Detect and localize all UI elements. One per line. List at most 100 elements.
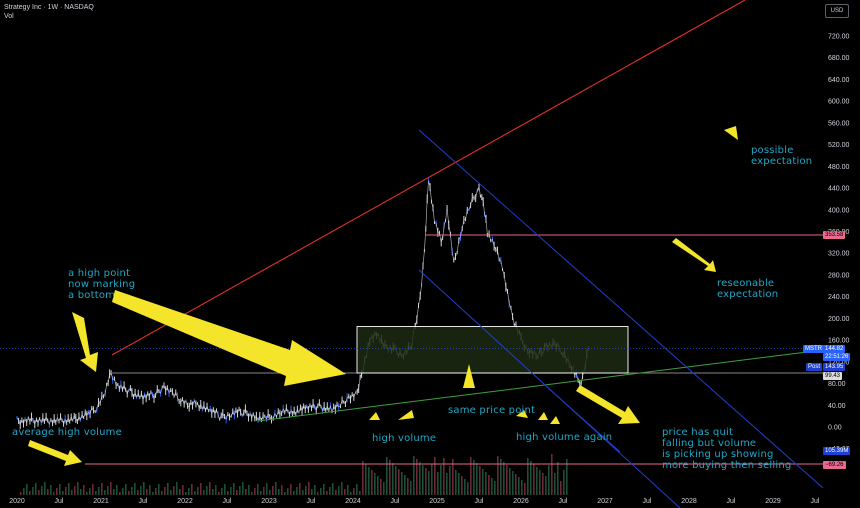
volume-bar xyxy=(215,485,217,495)
volume-bar xyxy=(347,485,349,495)
x-tick-label: Jul xyxy=(391,498,400,505)
volume-bar xyxy=(41,486,43,495)
volume-bar xyxy=(521,480,523,495)
currency-button[interactable]: USD xyxy=(825,4,849,18)
volume-bar xyxy=(71,490,73,495)
volume-bar xyxy=(380,479,382,495)
annotation-average-high-volume: average high volume xyxy=(12,427,122,438)
volume-bars xyxy=(20,454,568,495)
volume-bar xyxy=(359,491,361,495)
volume-bar xyxy=(491,478,493,495)
volume-bar xyxy=(503,462,505,495)
x-tick-label: Jul xyxy=(643,498,652,505)
volume-bar xyxy=(281,485,283,495)
volume-bar xyxy=(230,487,232,495)
chart-header: Strategy Inc · 1W · NASDAQ Vol xyxy=(4,3,94,21)
consolidation-box xyxy=(356,326,629,374)
volume-bar xyxy=(473,460,475,495)
x-tick-label: Jul xyxy=(559,498,568,505)
volume-bar xyxy=(506,465,508,495)
x-tick-label: 2026 xyxy=(513,498,529,505)
volume-bar xyxy=(227,491,229,495)
arrow-high-volume-again-2 xyxy=(538,412,548,420)
volume-bar xyxy=(398,469,400,495)
volume-bar xyxy=(386,457,388,495)
volume-bar xyxy=(404,475,406,495)
volume-bar xyxy=(284,492,286,495)
volume-bar xyxy=(557,462,559,495)
volume-bar xyxy=(209,482,211,495)
y-tick-label: 440.00 xyxy=(828,186,850,193)
volume-bar xyxy=(302,490,304,495)
y-tick-label: 280.00 xyxy=(828,272,850,279)
volume-bar xyxy=(122,488,124,495)
post-price-tag: 143.95 xyxy=(823,363,846,371)
volume-bar xyxy=(431,464,433,495)
x-tick-label: 2028 xyxy=(681,498,697,505)
volume-bar xyxy=(191,484,193,495)
x-tick-label: Jul xyxy=(727,498,736,505)
volume-bar xyxy=(536,467,538,495)
volume-bar xyxy=(389,460,391,495)
volume-indicator-label: Vol xyxy=(4,13,14,20)
x-tick-label: Jul xyxy=(811,498,820,505)
volume-bar xyxy=(263,487,265,495)
volume-bar xyxy=(128,491,130,495)
drawings xyxy=(0,0,824,508)
volume-bar xyxy=(224,484,226,495)
volume-bar xyxy=(374,473,376,495)
volume-bar xyxy=(29,491,31,495)
x-tick-label: 2021 xyxy=(93,498,109,505)
volume-bar xyxy=(476,463,478,495)
volume-bar xyxy=(89,488,91,495)
annotation-high-point: a high point now marking a bottom xyxy=(68,268,136,301)
volume-bar xyxy=(257,484,259,495)
volume-bar xyxy=(140,486,142,495)
y-tick-label: 0.00 xyxy=(828,425,842,432)
volume-bar xyxy=(395,466,397,495)
x-tick-label: 2027 xyxy=(597,498,613,505)
volume-bar xyxy=(485,472,487,495)
annotation-reasonable-expectation: reseonable expectation xyxy=(717,278,779,300)
post-label-tag: Post xyxy=(806,363,823,371)
volume-bar xyxy=(23,488,25,495)
price-series xyxy=(16,178,590,430)
volume-bar xyxy=(467,482,469,495)
arrow-high-volume-2 xyxy=(398,410,414,420)
volume-bar xyxy=(326,491,328,495)
y-tick-label: 80.00 xyxy=(828,381,846,388)
x-tick-label: 2023 xyxy=(261,498,277,505)
volume-bar xyxy=(35,483,37,495)
y-axis: 720.00 680.00 640.00 600.00 560.00 520.00 480.… xyxy=(828,34,850,454)
volume-bar xyxy=(371,470,373,495)
volume-bar xyxy=(320,488,322,495)
resistance-price-tag: 353.58 xyxy=(823,231,846,239)
volume-bar xyxy=(356,484,358,495)
volume-bar xyxy=(422,465,424,495)
volume-bar xyxy=(104,490,106,495)
volume-change-tag: −69.26 xyxy=(823,461,846,469)
volume-bar xyxy=(275,482,277,495)
volume-bar xyxy=(134,483,136,495)
volume-bar xyxy=(548,465,550,495)
volume-bar xyxy=(167,483,169,495)
volume-bar xyxy=(527,458,529,495)
volume-bar xyxy=(32,487,34,495)
volume-bar xyxy=(317,492,319,495)
volume-bar xyxy=(272,486,274,495)
y-tick-label: 640.00 xyxy=(828,77,850,84)
volume-bar xyxy=(440,465,442,495)
volume-bar xyxy=(200,483,202,495)
annotation-possible-expectation: possible expectation xyxy=(751,145,813,167)
volume-bar xyxy=(311,489,313,495)
volume-bar xyxy=(185,492,187,495)
volume-bar xyxy=(449,466,451,495)
volume-bar xyxy=(158,484,160,495)
volume-bar xyxy=(125,484,127,495)
volume-bar xyxy=(293,491,295,495)
volume-bar xyxy=(410,481,412,495)
arrow-high-volume-again-3 xyxy=(550,416,560,424)
volume-bar xyxy=(428,471,430,495)
volume-bar xyxy=(176,482,178,495)
